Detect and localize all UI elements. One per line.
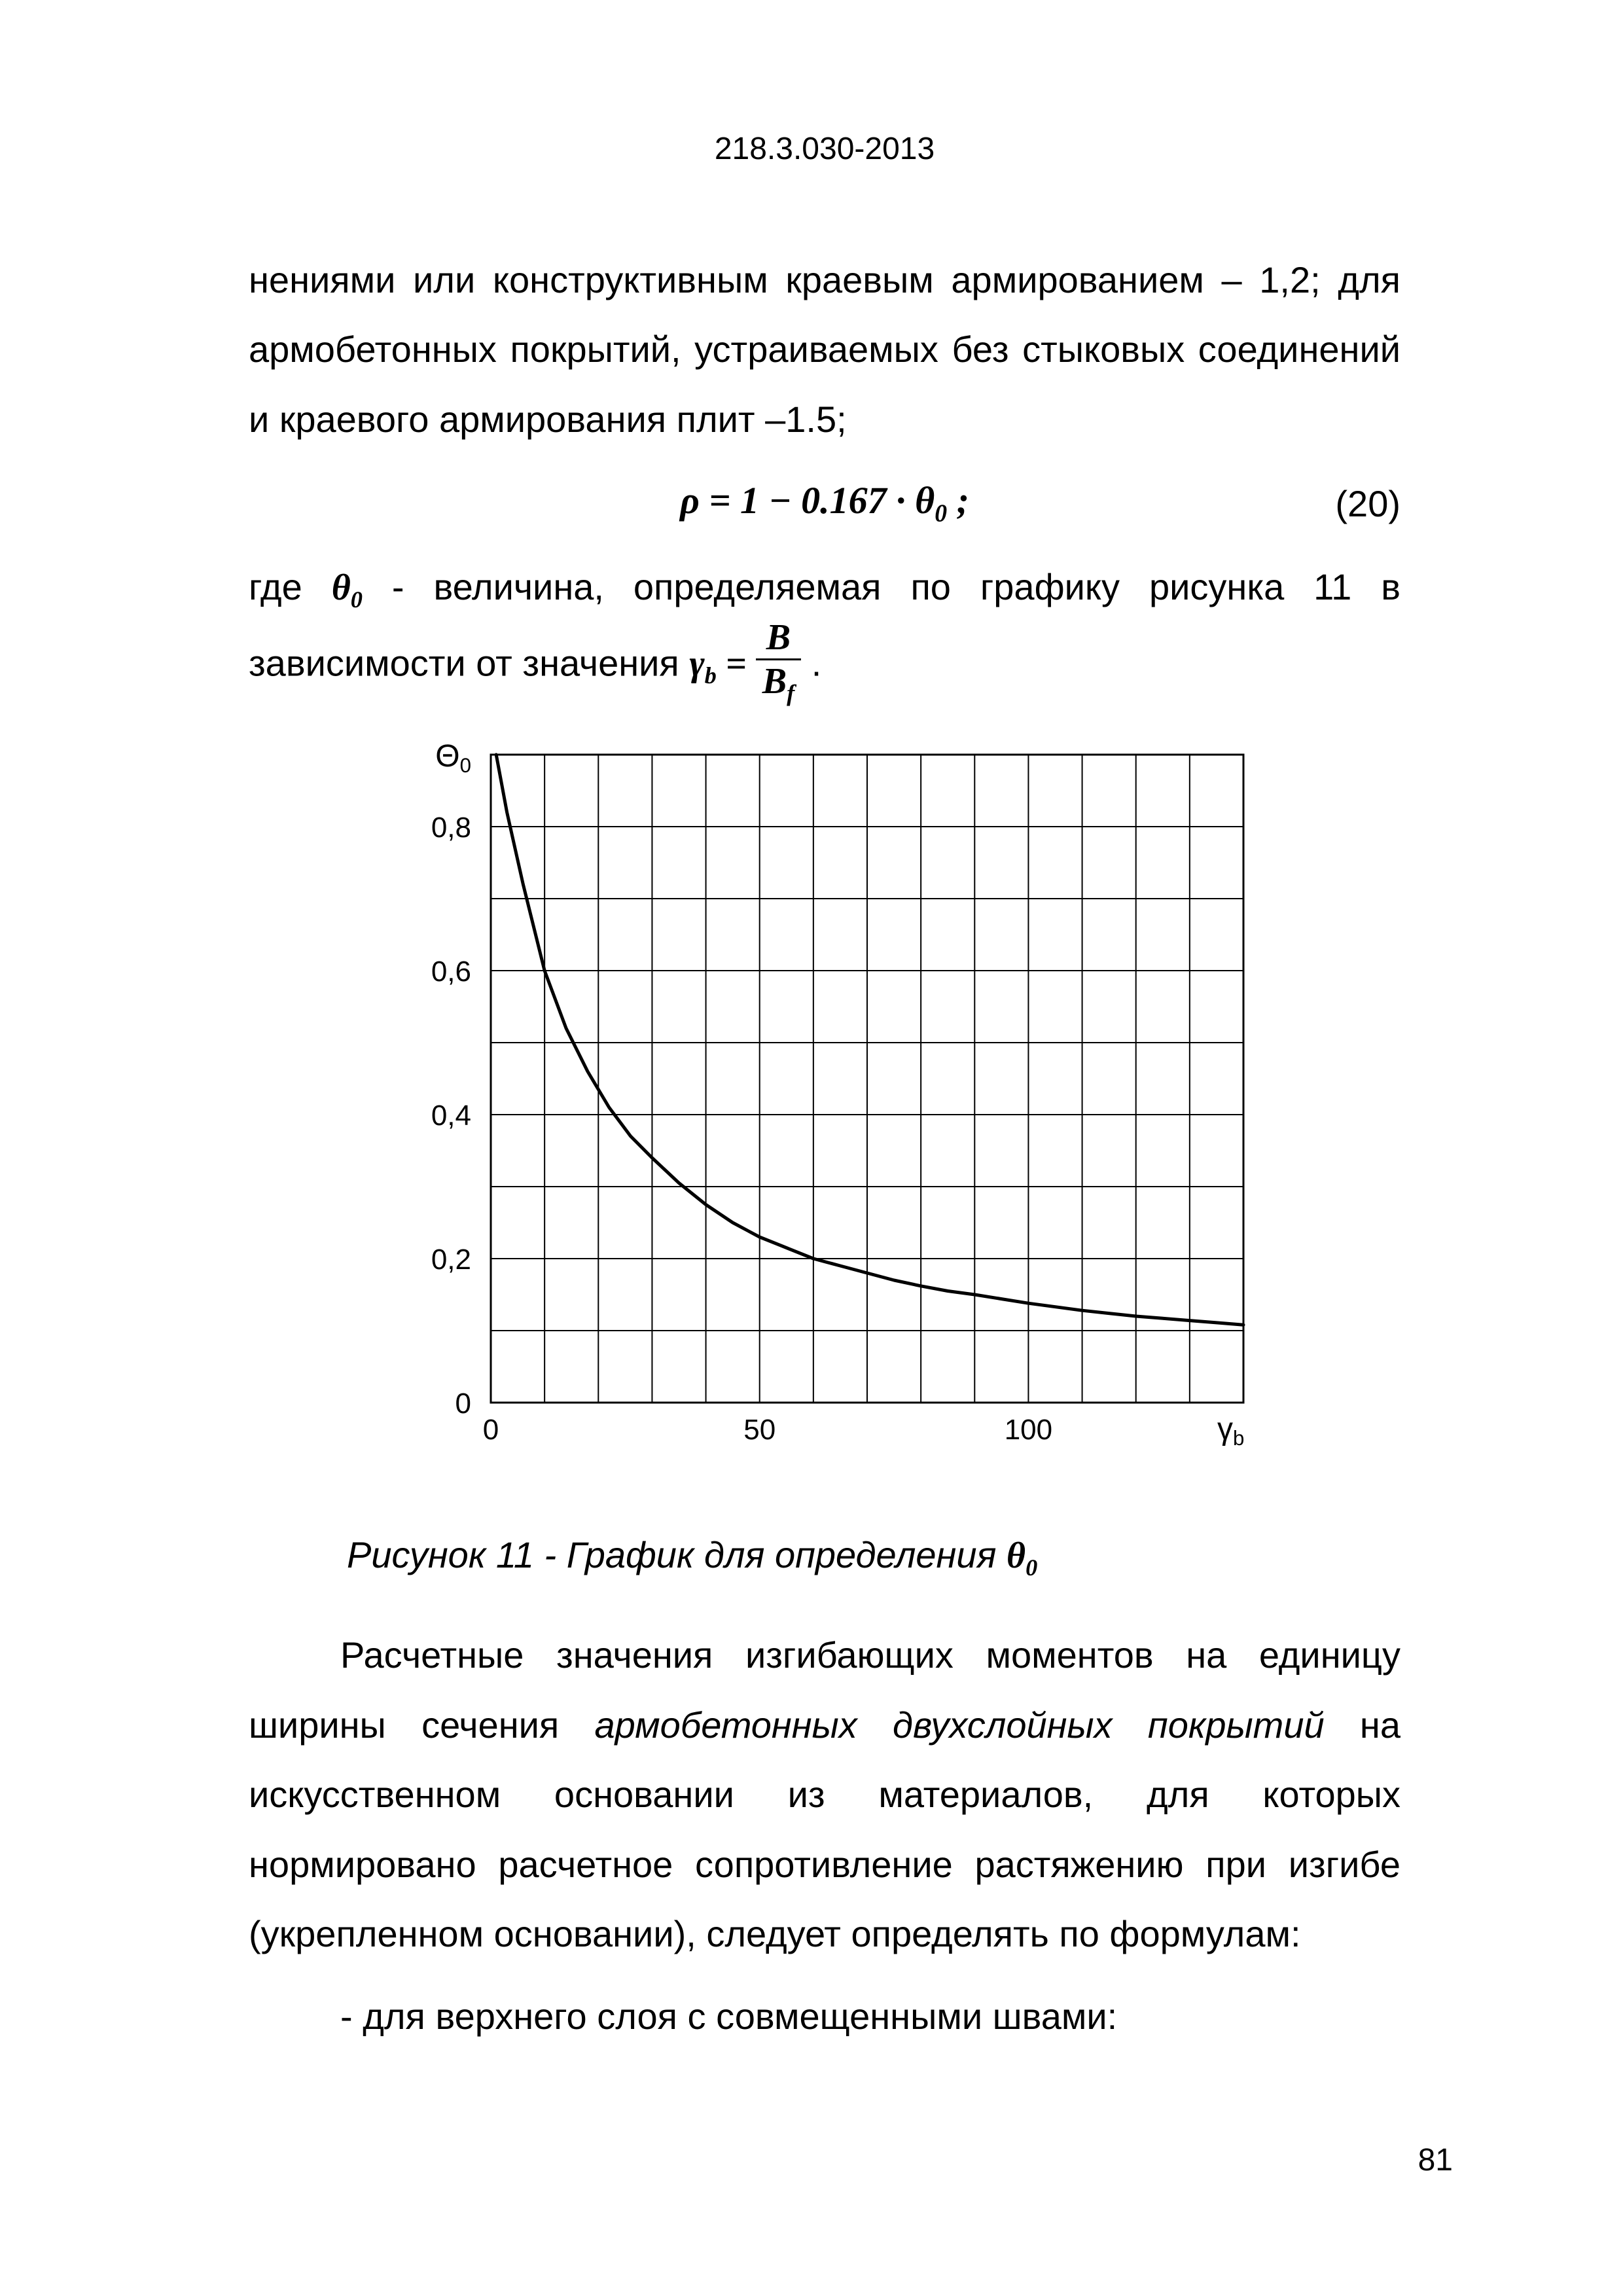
doc-header: 218.3.030-2013 [249,131,1400,167]
frac-den-sub: f [787,680,794,706]
svg-text:100: 100 [1005,1414,1052,1446]
figcap-theta-base: θ [1007,1535,1026,1576]
svg-text:0: 0 [455,1388,471,1420]
figcap-a: Рисунок 11 - График для определения [347,1534,1007,1575]
p2-a: где [249,566,332,607]
paragraph-1: нениями или конструктивным краевым армир… [249,245,1400,454]
eq-text: ρ = 1 − 0.167 · θ [680,479,935,522]
figure-11-wrap: 00,20,40,60,8Θ0050100γb [249,735,1400,1468]
paragraph-2: где θ0 - величина, определяемая по графи… [249,552,1400,709]
figure-11-caption: Рисунок 11 - График для определения θ0 [347,1534,1400,1581]
svg-text:50: 50 [743,1414,776,1446]
theta0-sub: 0 [351,586,363,613]
p2-tail: . [801,642,821,683]
frac-den-base: B [762,661,787,702]
theta0-base: θ [332,567,351,608]
symbol-theta0: θ0 [332,567,363,608]
frac-num: B [756,619,801,660]
svg-text:0,4: 0,4 [431,1100,471,1132]
eq-tail: ; [947,479,969,522]
gammab-sub: b [705,662,717,689]
paragraph-4: - для верхнего слоя с совмещенными швами… [249,1982,1400,2051]
p3-italic: армобетонных двухслойных покрытий [595,1704,1325,1746]
figure-11-chart: 00,20,40,60,8Θ0050100γb [380,735,1270,1468]
frac-den: Bf [756,660,801,706]
equation-20-body: ρ = 1 − 0.167 · θ0 ; [680,478,969,528]
figcap-theta0: θ0 [1007,1535,1037,1576]
equation-20: ρ = 1 − 0.167 · θ0 ; (20) [249,474,1400,533]
p2-b: - величина, определяемая по графику рису… [249,566,1400,683]
svg-text:0,6: 0,6 [431,956,471,988]
gammab-base: γ [689,643,704,684]
svg-text:0,8: 0,8 [431,812,471,844]
eq-sub: 0 [935,500,947,528]
page-number: 81 [1418,2142,1453,2178]
svg-text:0: 0 [483,1414,499,1446]
equation-20-number: (20) [1335,482,1400,525]
eq2-eq: = [717,643,756,684]
svg-text:0,2: 0,2 [431,1244,471,1276]
paragraph-3: Расчетные значения изгибающих моментов н… [249,1621,1400,1969]
fraction-B-Bf: BBf [756,619,801,706]
figcap-theta-sub: 0 [1026,1554,1037,1581]
symbol-gammab: γb [689,643,717,684]
